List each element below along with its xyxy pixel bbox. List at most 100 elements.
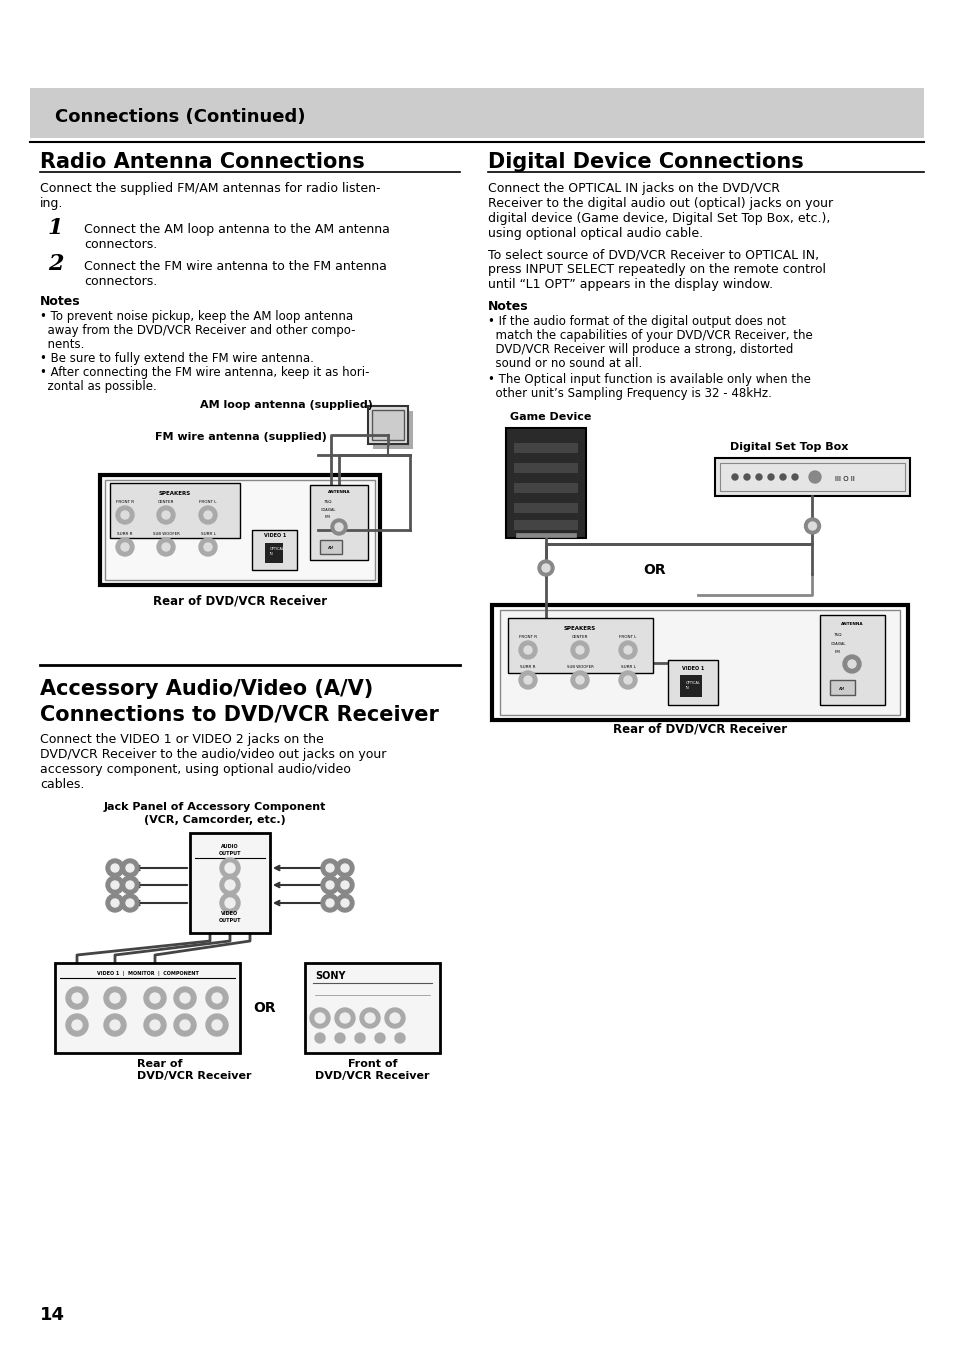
Circle shape: [66, 988, 88, 1009]
Text: FM wire antenna (supplied): FM wire antenna (supplied): [154, 432, 327, 442]
Circle shape: [220, 893, 240, 913]
Text: Front of: Front of: [348, 1059, 396, 1069]
Text: Connect the AM loop antenna to the AM antenna: Connect the AM loop antenna to the AM an…: [84, 223, 390, 236]
Text: digital device (Game device, Digital Set Top Box, etc.),: digital device (Game device, Digital Set…: [488, 212, 829, 226]
Circle shape: [335, 1034, 345, 1043]
Text: SURR L: SURR L: [200, 532, 215, 536]
Circle shape: [314, 1034, 325, 1043]
FancyBboxPatch shape: [499, 611, 899, 715]
Circle shape: [847, 661, 855, 667]
Text: OR: OR: [643, 563, 665, 577]
Circle shape: [71, 993, 82, 1002]
Text: SPEAKERS: SPEAKERS: [563, 626, 596, 631]
Circle shape: [204, 511, 212, 519]
Circle shape: [523, 676, 532, 684]
Text: Digital Device Connections: Digital Device Connections: [488, 153, 803, 172]
Circle shape: [339, 1013, 350, 1023]
Text: Connect the FM wire antenna to the FM antenna: Connect the FM wire antenna to the FM an…: [84, 259, 387, 273]
FancyBboxPatch shape: [319, 540, 341, 554]
Circle shape: [791, 474, 797, 480]
Text: FRONT R: FRONT R: [518, 635, 537, 639]
Text: CENTER: CENTER: [571, 635, 588, 639]
Circle shape: [395, 1034, 405, 1043]
Text: until “L1 OPT” appears in the display window.: until “L1 OPT” appears in the display wi…: [488, 278, 772, 290]
Text: ANTENNA: ANTENNA: [327, 490, 350, 494]
Circle shape: [537, 561, 554, 576]
Text: DVD/VCR Receiver to the audio/video out jacks on your: DVD/VCR Receiver to the audio/video out …: [40, 748, 386, 761]
Text: DVD/VCR Receiver: DVD/VCR Receiver: [314, 1071, 429, 1081]
Text: OUTPUT: OUTPUT: [218, 917, 241, 923]
Circle shape: [144, 1015, 166, 1036]
FancyBboxPatch shape: [252, 530, 296, 570]
Circle shape: [355, 1034, 365, 1043]
Text: FM: FM: [325, 515, 331, 519]
Circle shape: [106, 875, 124, 894]
Circle shape: [808, 471, 821, 484]
Text: Rear of: Rear of: [137, 1059, 183, 1069]
FancyBboxPatch shape: [310, 485, 368, 561]
Text: COAXIAL: COAXIAL: [320, 508, 335, 512]
Circle shape: [365, 1013, 375, 1023]
Circle shape: [212, 1020, 222, 1029]
Circle shape: [225, 863, 234, 873]
Circle shape: [340, 865, 349, 871]
Circle shape: [121, 511, 129, 519]
Circle shape: [66, 1015, 88, 1036]
Circle shape: [220, 875, 240, 894]
FancyBboxPatch shape: [30, 88, 923, 138]
FancyBboxPatch shape: [55, 963, 240, 1052]
Circle shape: [110, 1020, 120, 1029]
Circle shape: [225, 898, 234, 908]
Text: Connect the supplied FM/AM antennas for radio listen-: Connect the supplied FM/AM antennas for …: [40, 182, 380, 195]
Circle shape: [111, 865, 119, 871]
Text: OUTPUT: OUTPUT: [218, 851, 241, 857]
Circle shape: [780, 474, 785, 480]
Text: • Be sure to fully extend the FM wire antenna.: • Be sure to fully extend the FM wire an…: [40, 353, 314, 365]
Circle shape: [121, 875, 139, 894]
Circle shape: [121, 894, 139, 912]
Circle shape: [104, 988, 126, 1009]
Circle shape: [71, 1020, 82, 1029]
Circle shape: [541, 563, 550, 571]
Circle shape: [340, 898, 349, 907]
Text: (VCR, Camcorder, etc.): (VCR, Camcorder, etc.): [144, 815, 286, 825]
Text: zontal as possible.: zontal as possible.: [40, 380, 156, 393]
Text: Radio Antenna Connections: Radio Antenna Connections: [40, 153, 364, 172]
Circle shape: [220, 858, 240, 878]
Circle shape: [212, 993, 222, 1002]
FancyBboxPatch shape: [667, 661, 718, 705]
Text: SURR R: SURR R: [519, 665, 536, 669]
Circle shape: [162, 543, 170, 551]
Circle shape: [803, 517, 820, 534]
FancyBboxPatch shape: [265, 543, 283, 563]
Text: using optional optical audio cable.: using optional optical audio cable.: [488, 227, 702, 240]
Text: OPTICAL
IN: OPTICAL IN: [270, 547, 285, 557]
Text: other unit’s Sampling Frequency is 32 - 48kHz.: other unit’s Sampling Frequency is 32 - …: [488, 386, 771, 400]
FancyBboxPatch shape: [514, 520, 578, 530]
Circle shape: [111, 881, 119, 889]
Text: VIDEO: VIDEO: [221, 911, 238, 916]
Text: accessory component, using optional audio/video: accessory component, using optional audi…: [40, 763, 351, 775]
Circle shape: [335, 875, 354, 894]
Text: CENTER: CENTER: [157, 500, 174, 504]
Circle shape: [571, 640, 588, 659]
Circle shape: [121, 543, 129, 551]
Text: SURR L: SURR L: [619, 665, 635, 669]
Circle shape: [842, 655, 861, 673]
Text: FM: FM: [834, 650, 840, 654]
Text: AM: AM: [328, 546, 334, 550]
FancyBboxPatch shape: [100, 476, 379, 585]
Circle shape: [576, 676, 583, 684]
Text: connectors.: connectors.: [84, 276, 157, 288]
Text: • After connecting the FM wire antenna, keep it as hori-: • After connecting the FM wire antenna, …: [40, 366, 369, 380]
Circle shape: [518, 671, 537, 689]
Circle shape: [121, 859, 139, 877]
Text: match the capabilities of your DVD/VCR Receiver, the: match the capabilities of your DVD/VCR R…: [488, 330, 812, 342]
Text: AM: AM: [838, 688, 844, 690]
Circle shape: [335, 523, 343, 531]
Text: Connections (Continued): Connections (Continued): [55, 108, 305, 126]
Circle shape: [106, 859, 124, 877]
FancyBboxPatch shape: [516, 534, 576, 536]
FancyBboxPatch shape: [305, 963, 439, 1052]
Circle shape: [199, 507, 216, 524]
